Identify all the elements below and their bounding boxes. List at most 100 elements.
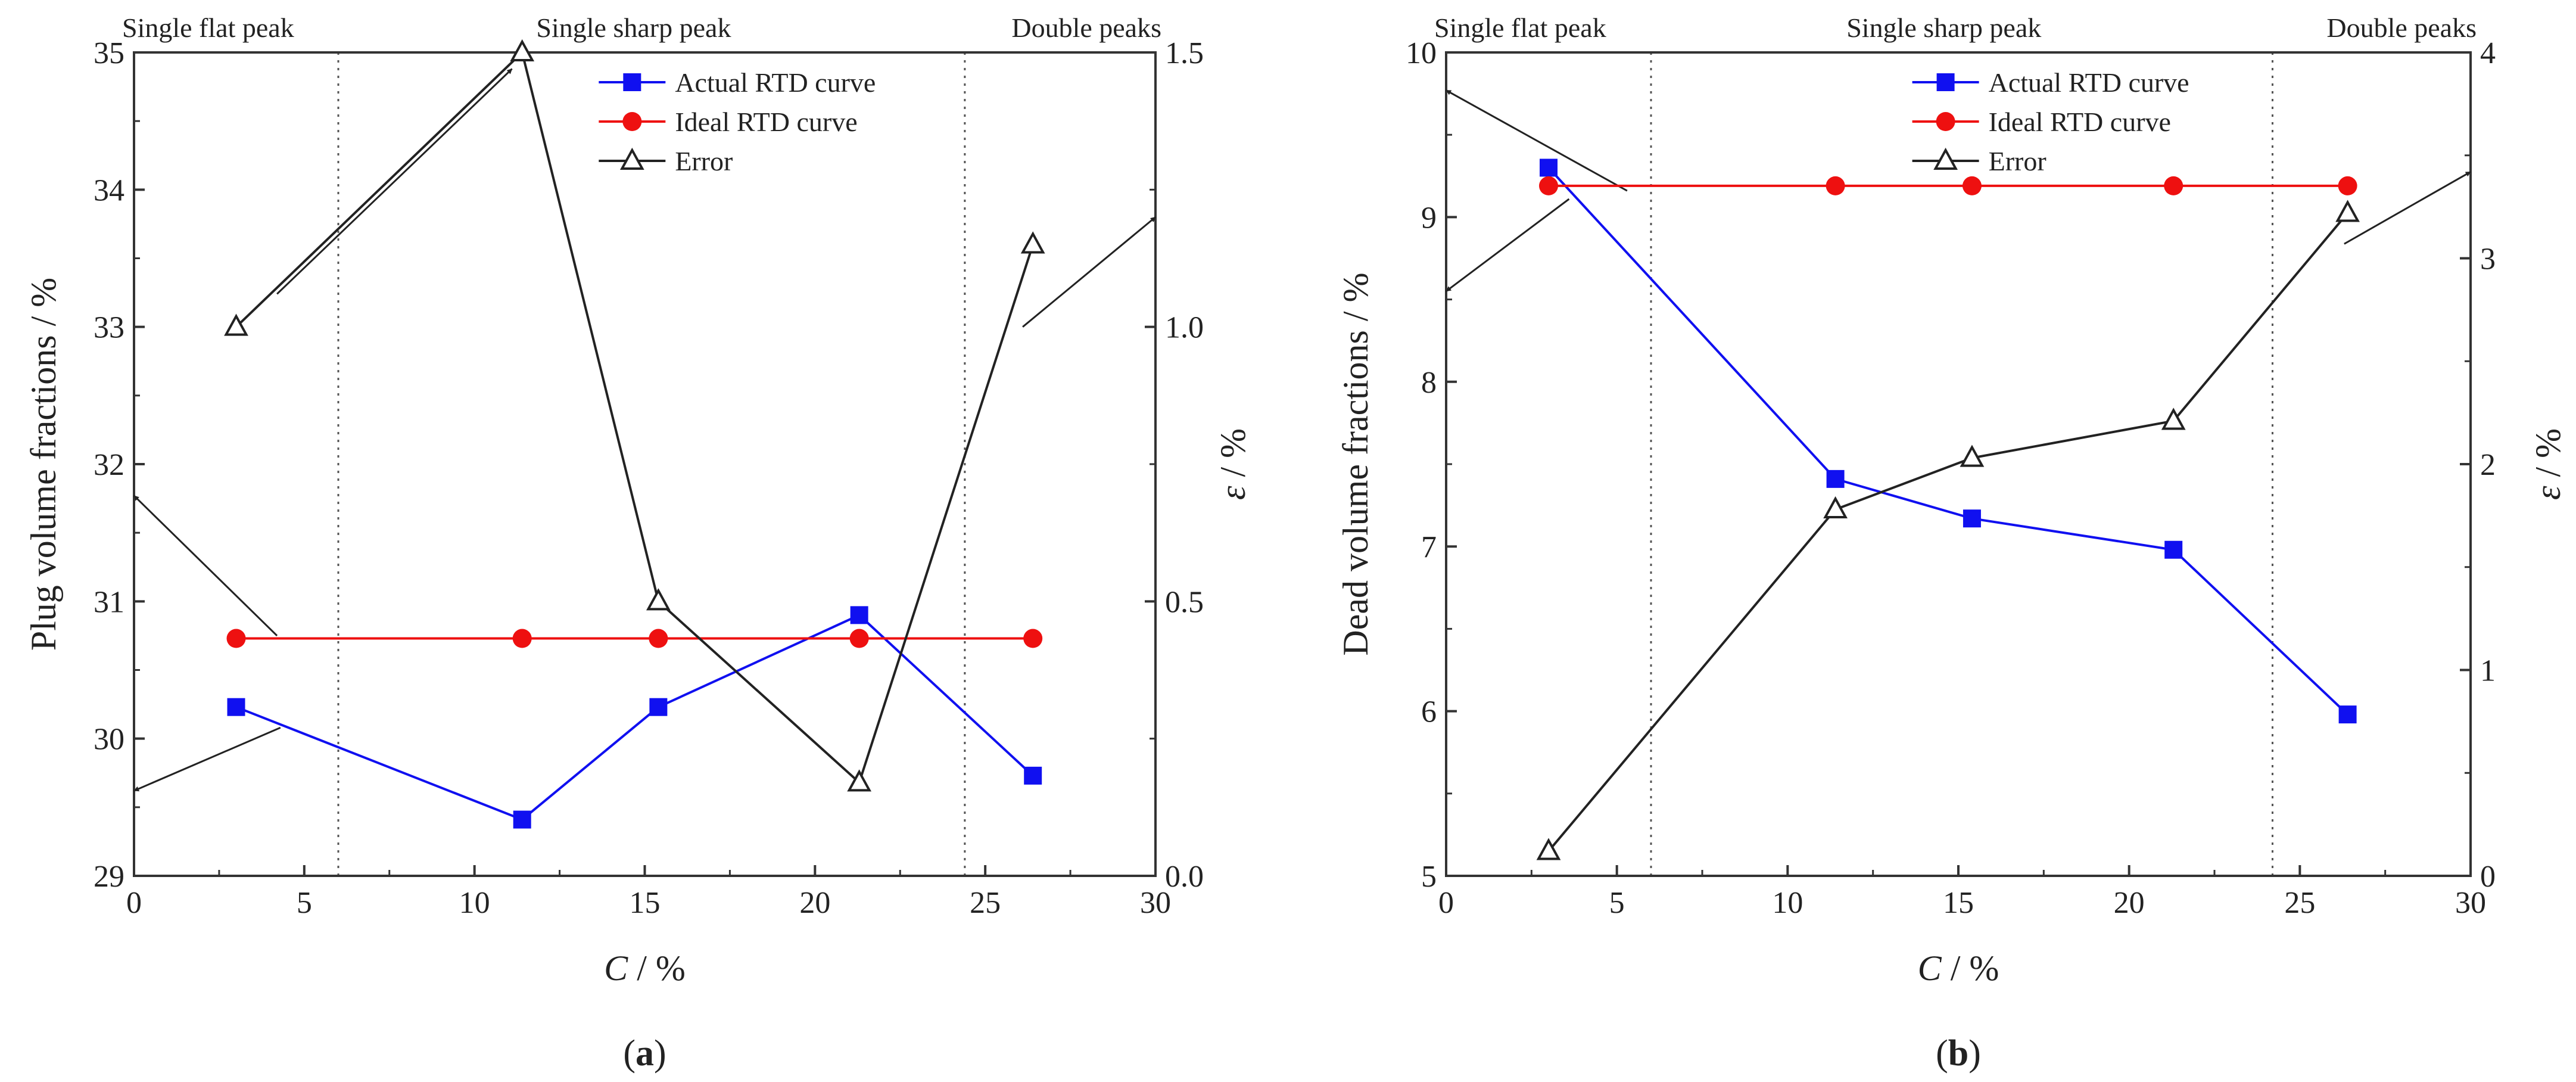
chart-panel-b: Single flat peak Single sharp peak Doubl… xyxy=(1336,13,2568,1074)
ideal-rtd-point xyxy=(512,629,532,648)
y-tick-label: 6 xyxy=(1421,695,1437,729)
error-point xyxy=(510,39,535,61)
ideal-rtd-point xyxy=(2164,176,2183,195)
axis-pointer-arrow xyxy=(1446,198,1570,292)
region-label-double: Double peaks xyxy=(2326,13,2477,43)
actual-rtd-point xyxy=(649,698,668,716)
y-tick-label: 32 xyxy=(94,448,124,482)
y2-tick-label: 2 xyxy=(2480,448,2496,482)
legend-ideal-marker xyxy=(622,112,642,131)
y-tick-label: 8 xyxy=(1421,366,1437,400)
x-tick-label: 25 xyxy=(970,886,1001,920)
y2-axis-title: ε / % xyxy=(1213,428,1253,500)
region-label-sharp: Single sharp peak xyxy=(536,13,731,43)
y-tick-label: 7 xyxy=(1421,530,1437,564)
actual-rtd-point xyxy=(2164,540,2183,559)
y-tick-label: 10 xyxy=(1406,36,1437,70)
actual-rtd-point xyxy=(2338,705,2357,724)
legend-ideal-label: Ideal RTD curve xyxy=(675,107,857,137)
y-axis-title: Plug volume fractions / % xyxy=(24,278,63,651)
axis-pointer-arrow xyxy=(1022,216,1156,328)
actual-rtd-point xyxy=(1540,158,1558,177)
region-label-flat: Single flat peak xyxy=(122,13,294,43)
actual-rtd-point xyxy=(850,606,868,624)
ideal-rtd-point xyxy=(1826,176,1845,195)
y-axis-title: Dead volume fractions / % xyxy=(1336,272,1375,655)
legend-ideal-marker xyxy=(1936,112,1955,131)
legend-actual-label: Actual RTD curve xyxy=(1989,67,2189,98)
plot-frame xyxy=(133,51,1157,877)
error-point xyxy=(2335,200,2360,222)
legend-error-marker xyxy=(619,147,644,170)
panel-label: (b) xyxy=(1936,1033,1981,1074)
x-tick-label: 30 xyxy=(2455,886,2486,920)
x-axis-title: C / % xyxy=(604,949,686,988)
x-tick-label: 0 xyxy=(1438,886,1454,920)
actual-rtd-point xyxy=(1826,470,1845,488)
panel-label: (a) xyxy=(623,1033,666,1074)
axis-pointer-arrow xyxy=(276,68,513,295)
legend-error-label: Error xyxy=(675,146,733,176)
region-label-flat: Single flat peak xyxy=(1434,13,1606,43)
y-tick-label: 31 xyxy=(94,585,124,619)
chart-panel-a: Single flat peak Single sharp peak Doubl… xyxy=(24,13,1253,1074)
ideal-rtd-point xyxy=(226,629,246,648)
x-tick-label: 20 xyxy=(2114,886,2145,920)
y-tick-label: 34 xyxy=(94,173,124,207)
x-tick-label: 0 xyxy=(126,886,142,920)
region-label-double: Double peaks xyxy=(1011,13,1161,43)
actual-rtd-point xyxy=(513,810,531,829)
y2-tick-label: 3 xyxy=(2480,242,2496,276)
y-tick-label: 9 xyxy=(1421,201,1437,235)
error-line xyxy=(1547,212,2349,852)
actual-rtd-line xyxy=(1547,167,2348,716)
x-tick-label: 25 xyxy=(2284,886,2315,920)
error-point xyxy=(1960,444,1985,467)
y2-tick-label: 1.0 xyxy=(1165,311,1204,345)
legend-error-label: Error xyxy=(1989,146,2047,176)
error-point xyxy=(1020,231,1045,254)
y-tick-label: 5 xyxy=(1421,860,1437,894)
y-tick-label: 33 xyxy=(94,311,124,345)
x-tick-label: 20 xyxy=(799,886,830,920)
ideal-rtd-point xyxy=(1023,629,1043,648)
error-point xyxy=(1823,496,1848,519)
error-point xyxy=(847,769,872,792)
axis-pointer-arrow xyxy=(1446,89,1628,192)
actual-rtd-point xyxy=(1024,766,1042,785)
axis-pointer-arrow xyxy=(133,495,278,636)
y2-tick-label: 4 xyxy=(2480,36,2496,70)
y2-tick-label: 0.0 xyxy=(1165,860,1204,894)
y-tick-label: 35 xyxy=(94,36,124,70)
y2-tick-label: 0 xyxy=(2480,860,2496,894)
error-point xyxy=(1536,838,1561,860)
error-point xyxy=(224,313,248,336)
x-tick-label: 5 xyxy=(297,886,312,920)
legend-actual-label: Actual RTD curve xyxy=(675,67,876,98)
y2-tick-label: 0.5 xyxy=(1165,585,1204,619)
ideal-rtd-point xyxy=(1962,176,1982,195)
x-tick-label: 10 xyxy=(459,886,490,920)
legend-error-marker xyxy=(1933,147,1958,170)
ideal-rtd-point xyxy=(2338,176,2357,195)
axis-pointer-arrow xyxy=(133,726,281,792)
actual-rtd-line xyxy=(235,613,1034,821)
ideal-rtd-point xyxy=(649,629,668,648)
y2-tick-label: 1.5 xyxy=(1165,36,1204,70)
x-tick-label: 10 xyxy=(1772,886,1803,920)
y2-axis-title: ε / % xyxy=(2528,428,2568,500)
x-tick-label: 15 xyxy=(1943,886,1974,920)
actual-rtd-point xyxy=(227,698,245,716)
error-point xyxy=(646,588,671,611)
y-tick-label: 29 xyxy=(94,860,124,894)
x-tick-label: 30 xyxy=(1140,886,1171,920)
x-axis-title: C / % xyxy=(1918,949,1999,988)
region-label-sharp: Single sharp peak xyxy=(1846,13,2041,43)
ideal-rtd-point xyxy=(849,629,869,648)
legend-actual-marker xyxy=(1936,73,1955,91)
x-tick-label: 15 xyxy=(630,886,661,920)
actual-rtd-point xyxy=(1963,509,1981,528)
legend-ideal-label: Ideal RTD curve xyxy=(1989,107,2171,137)
ideal-rtd-point xyxy=(1539,176,1558,195)
